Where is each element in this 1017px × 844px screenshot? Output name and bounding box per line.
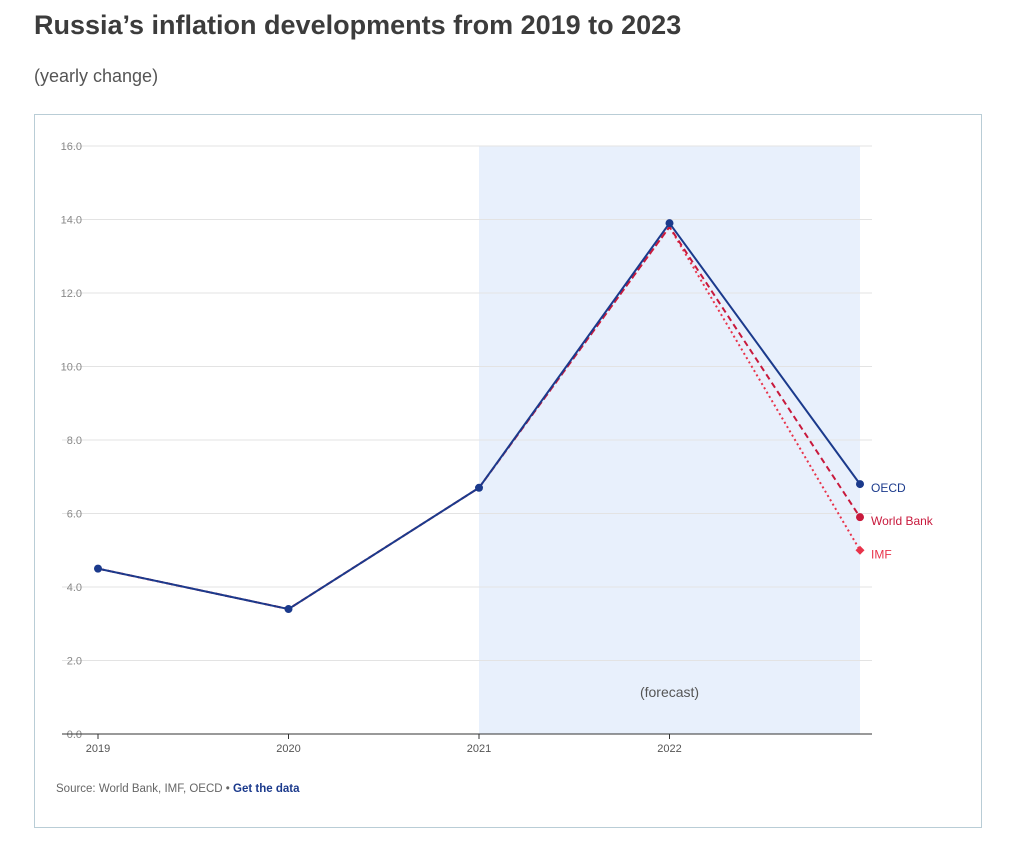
x-tick-label: 2019 [86,743,110,755]
y-tick-label: 2.0 [67,656,82,668]
get-the-data-link[interactable]: Get the data [233,783,300,795]
x-tick-label: 2022 [657,743,681,755]
world-bank-label: World Bank [871,514,934,528]
x-axis: 2019 2020 2021 2022 [62,733,872,755]
x-tick-label: 2020 [276,743,300,755]
source-text: Source: World Bank, IMF, OECD • [56,783,230,795]
imf-point [855,545,865,555]
y-axis-ticks: 0.0 2.0 4.0 6.0 8.0 10.0 12.0 14.0 16.0 [61,141,82,741]
oecd-point [856,480,864,489]
oecd-point [284,605,293,614]
chart-subtitle: (yearly change) [34,66,159,86]
oecd-point [94,564,102,573]
y-tick-label: 10.0 [61,362,82,374]
y-tick-label: 14.0 [61,215,82,227]
oecd-label: OECD [871,481,906,495]
source-note: Source: World Bank, IMF, OECD • Get the … [56,783,299,795]
x-tick-label: 2021 [467,743,491,755]
y-tick-label: 4.0 [67,582,82,594]
series-labels: OECD World Bank IMF [871,481,934,561]
imf-label: IMF [871,547,892,561]
y-tick-label: 16.0 [61,141,82,153]
forecast-label: (forecast) [640,684,699,700]
chart-title: Russia’s inflation developments from 201… [34,10,682,40]
chart-frame [34,114,982,828]
y-tick-label: 12.0 [61,288,82,300]
y-tick-label: 6.0 [67,509,82,521]
world-bank-point [856,513,864,522]
y-tick-label: 0.0 [67,729,82,741]
oecd-point [665,219,674,228]
oecd-point [475,483,483,492]
y-tick-label: 8.0 [67,435,82,447]
gridlines [62,145,872,661]
series-group [94,219,865,614]
